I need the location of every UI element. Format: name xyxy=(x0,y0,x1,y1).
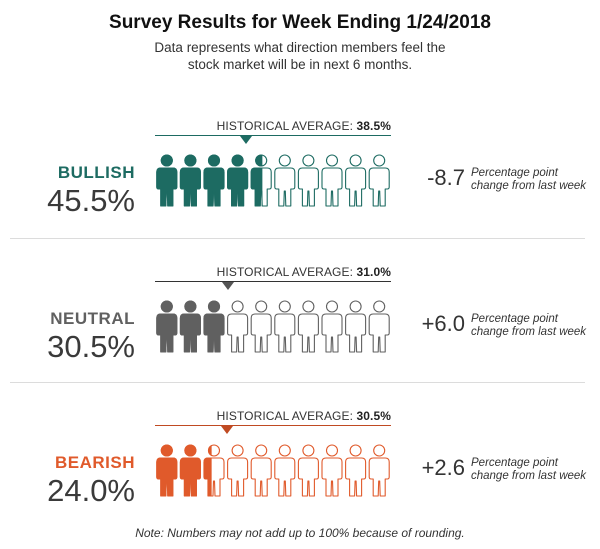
person-icon xyxy=(156,444,178,497)
pictograph-svg xyxy=(156,300,390,353)
person-icon xyxy=(321,300,343,353)
category-label-bullish: BULLISH xyxy=(57,163,135,182)
historical-average-line xyxy=(155,425,391,426)
historical-average-text: HISTORICAL AVERAGE: xyxy=(216,409,357,423)
person-icon xyxy=(250,300,272,353)
historical-average-value: 30.5% xyxy=(356,409,391,423)
person-icon xyxy=(368,154,390,207)
person-icon xyxy=(227,444,249,497)
section-divider xyxy=(10,238,585,239)
change-description: Percentage point change from last week xyxy=(471,167,587,192)
historical-average-marker xyxy=(220,426,233,434)
person-icon xyxy=(156,300,178,353)
historical-average-text: HISTORICAL AVERAGE: xyxy=(216,265,357,279)
person-icon xyxy=(227,154,249,207)
person-icon xyxy=(203,154,225,207)
person-icon xyxy=(345,444,367,497)
historical-average-marker xyxy=(222,282,235,290)
person-icon xyxy=(179,444,201,497)
pictograph-neutral xyxy=(155,300,391,359)
person-icon xyxy=(250,444,272,497)
historical-average-value: 31.0% xyxy=(356,265,391,279)
person-icon xyxy=(297,154,319,207)
person-icon xyxy=(179,300,201,353)
person-icon xyxy=(156,154,178,207)
person-icon xyxy=(203,300,225,353)
category-value-neutral: 30.5% xyxy=(47,329,135,364)
person-icon xyxy=(179,154,201,207)
person-icon xyxy=(321,154,343,207)
section-divider xyxy=(10,382,585,383)
pictograph-svg xyxy=(156,154,390,207)
category-value-bearish: 24.0% xyxy=(47,473,135,508)
pictograph-bullish xyxy=(155,154,391,213)
pictograph-svg xyxy=(156,444,390,497)
change-description: Percentage point change from last week xyxy=(471,457,587,482)
category-label-neutral: NEUTRAL xyxy=(50,309,135,328)
person-icon xyxy=(345,300,367,353)
historical-average-text: HISTORICAL AVERAGE: xyxy=(216,119,357,133)
historical-average-line xyxy=(155,135,391,136)
historical-average-line xyxy=(155,281,391,282)
category-label-bearish: BEARISH xyxy=(54,453,135,472)
person-icon xyxy=(297,444,319,497)
person-icon xyxy=(274,300,296,353)
person-icon xyxy=(203,444,225,497)
historical-average-label: HISTORICAL AVERAGE: 30.5% xyxy=(155,409,391,423)
change-description: Percentage point change from last week xyxy=(471,313,587,338)
person-icon xyxy=(274,154,296,207)
rounding-note: Note: Numbers may not add up to 100% bec… xyxy=(135,526,465,540)
category-value-bullish: 45.5% xyxy=(47,183,135,218)
pictograph-bearish xyxy=(155,444,391,503)
person-icon xyxy=(345,154,367,207)
person-icon xyxy=(227,300,249,353)
historical-average-label: HISTORICAL AVERAGE: 31.0% xyxy=(155,265,391,279)
historical-average-marker xyxy=(239,136,252,144)
person-icon xyxy=(368,300,390,353)
person-icon xyxy=(274,444,296,497)
person-icon xyxy=(250,154,272,207)
chart-title: Survey Results for Week Ending 1/24/2018 xyxy=(109,12,491,33)
person-icon xyxy=(297,300,319,353)
person-icon xyxy=(321,444,343,497)
change-value-bearish: +2.6 xyxy=(421,455,465,480)
change-value-neutral: +6.0 xyxy=(421,311,465,336)
historical-average-value: 38.5% xyxy=(356,119,391,133)
person-icon xyxy=(368,444,390,497)
chart-subtitle: Data represents what direction members f… xyxy=(154,40,446,72)
historical-average-label: HISTORICAL AVERAGE: 38.5% xyxy=(155,119,391,133)
change-value-bullish: -8.7 xyxy=(427,165,465,190)
